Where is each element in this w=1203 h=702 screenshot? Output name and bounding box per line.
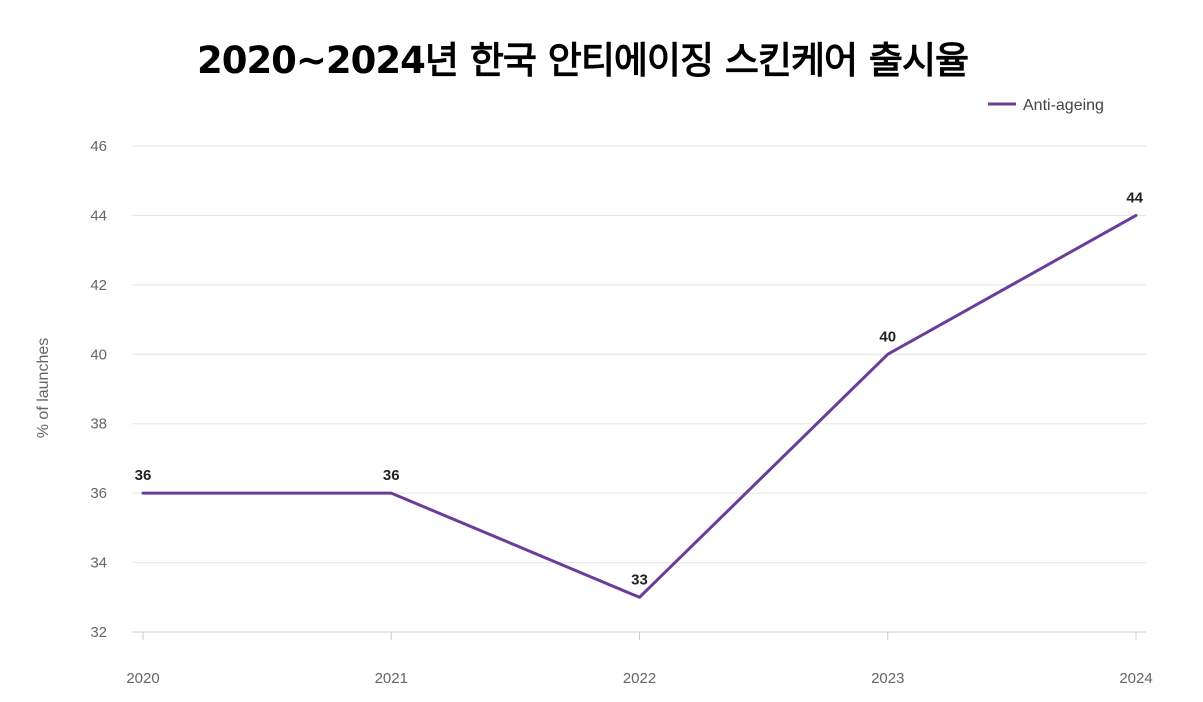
y-tick-label: 40 — [90, 346, 107, 363]
x-axis: 2020 2021 2022 2023 2024 — [126, 631, 1153, 687]
chart-title: 2020~2024년 한국 안티에이징 스킨케어 출시율 — [196, 39, 969, 82]
x-tick-label: 2024 — [1119, 670, 1152, 687]
x-tick-label: 2023 — [871, 670, 904, 687]
y-tick-label: 46 — [90, 138, 107, 155]
data-label: 33 — [631, 571, 648, 588]
legend[interactable]: Anti-ageing — [988, 97, 1104, 114]
y-tick-label: 42 — [90, 277, 107, 294]
data-label: 44 — [1126, 189, 1143, 206]
gridlines — [132, 145, 1146, 564]
x-tick-label: 2022 — [623, 670, 656, 687]
legend-label-anti-ageing: Anti-ageing — [1023, 97, 1104, 114]
y-tick-label: 36 — [90, 485, 107, 502]
data-label: 36 — [383, 467, 400, 484]
series-line-anti-ageing — [141, 213, 1138, 599]
x-tick-label: 2020 — [126, 670, 159, 687]
y-axis-title: % of launches — [35, 338, 52, 439]
y-tick-label: 32 — [90, 624, 107, 641]
data-label: 36 — [135, 467, 152, 484]
data-label: 40 — [879, 328, 896, 345]
y-tick-label: 34 — [90, 555, 107, 572]
y-tick-label: 44 — [90, 207, 107, 224]
y-axis-ticks: 32 34 36 38 40 42 44 46 — [90, 138, 107, 641]
series-lines — [141, 213, 1138, 599]
y-tick-label: 38 — [90, 416, 107, 433]
x-tick-label: 2021 — [375, 670, 408, 687]
data-labels: 36 36 33 40 44 — [135, 189, 1144, 588]
